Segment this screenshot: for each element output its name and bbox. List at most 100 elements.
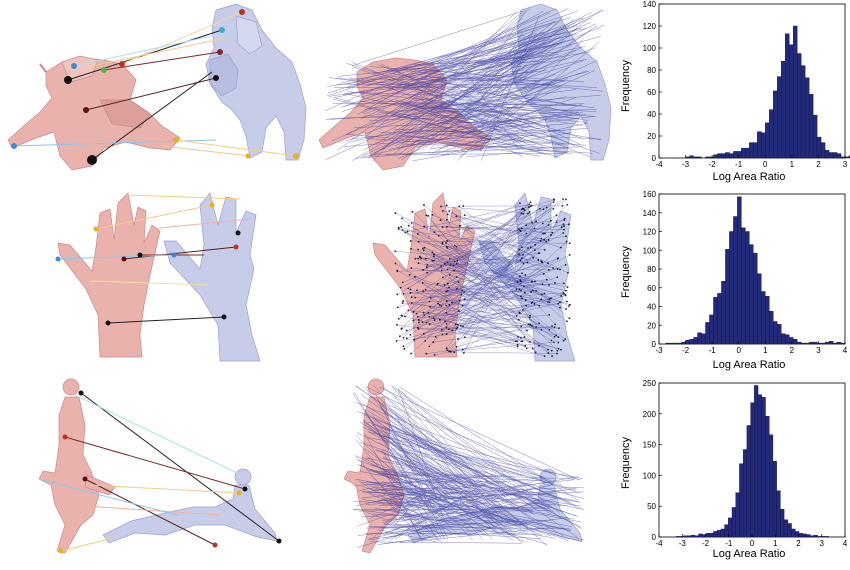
histogram-cat-bar [805,78,809,158]
hand-dense-point [395,263,397,265]
hand-dense-point [554,326,556,328]
histogram-cat-bar [729,154,733,158]
hand-dense-point [534,249,536,251]
hand-dense-point [399,335,401,337]
hand-dense-point [444,263,446,265]
hand-dense-point [410,289,412,291]
hand-dense-point [516,340,518,342]
hand-dense-point [546,207,548,209]
hand-dense-point [559,269,561,271]
hand-dense-point [427,312,429,314]
histogram-human-bar [777,491,781,537]
hand-dense-point [541,294,543,296]
hand-dense-point [441,305,443,307]
hand-dense-point [544,293,546,295]
histogram-cat-bar [821,143,825,158]
histogram-hand-bar [709,315,713,344]
hand-dense-point [407,288,409,290]
row-human-dense [330,375,615,560]
hand-dense-point [563,340,565,342]
hand-dense-point [424,340,426,342]
histogram-hand-bar [789,337,793,344]
hand-dense-point [396,340,398,342]
hand-dense-point [449,258,451,260]
hand-dense-point [433,255,435,257]
hand-dense-point [456,288,458,290]
hand-dense-point [422,248,424,250]
histogram-human-bar [762,397,766,537]
hand-dense-point [446,326,448,328]
hand-dense-point [522,213,524,215]
hand-dense-point [527,262,529,264]
hand-dense-point [446,219,448,221]
hand-dense-point [519,249,521,251]
hand-dense-point [447,283,449,285]
histogram-hand-xlabel: Log Area Ratio [713,359,786,371]
hand-dense-point [528,204,530,206]
histogram-hand-xtick-label: -2 [682,346,690,355]
hand-dense-point [535,326,537,328]
histogram-human-bar [765,416,769,537]
hand-dense-point [553,341,555,343]
histogram-cat-xtick-label: 2 [816,160,821,169]
histogram-cat-ytick-label: 80 [647,66,656,75]
hand-dense-point [445,242,447,244]
hand-dense-point [549,302,551,304]
hand-dense-point [427,215,429,217]
histogram-cat-bar [717,154,721,158]
histogram-human-bar [784,520,788,537]
hand-dense-point [457,324,459,326]
hand-dense-point [542,223,544,225]
hand-dense-point [566,301,568,303]
hand-dense-point [524,274,526,276]
hand-dense-point [406,337,408,339]
hand-dense-point [566,320,568,322]
hand-dense-point [444,284,446,286]
hand-dense-point [531,281,533,283]
histogram-hand-bar [678,343,682,344]
hand-dense-point [462,205,464,207]
hand-source-mesh [58,193,160,357]
histogram-hand-bar [721,281,725,344]
hand-dense-point [409,334,411,336]
histogram-hand-ytick-label: 100 [643,246,657,255]
hand-dense-point [517,344,519,346]
histogram-human-xtick-label: -1 [725,539,733,548]
hand-dense-point [560,295,562,297]
hand-dense-point [544,233,546,235]
histogram-hand-xtick-label: 4 [843,346,848,355]
hand-dense-point [446,246,448,248]
hand-dense-point [442,243,444,245]
hand-dense-point [540,298,542,300]
histogram-hand-bar [706,322,710,344]
hand-dense-point [543,239,545,241]
histogram-cat-ylabel: Frequency [620,60,632,112]
histogram-human-ytick-label: 0 [652,533,657,542]
histogram-hand-bar [741,228,745,344]
hand-dense-point [410,248,412,250]
hand-dense-point [461,290,463,292]
hand-dense-point [423,314,425,316]
hand-dense-point [413,339,415,341]
histogram-hand-bar [829,341,833,344]
histogram-hand-bar [725,249,729,344]
hand-dense-point [400,226,402,228]
hand-dense-point [462,305,464,307]
hand-dense-point [530,205,532,207]
histogram-hand-ytick-label: 0 [652,340,657,349]
hand-dense-point [538,345,540,347]
hand-dense-point [458,206,460,208]
hand-dense-point [525,305,527,307]
hand-dense-point [519,202,521,204]
histogram-cat-bar [841,157,845,158]
hand-dense-point [456,246,458,248]
hand-dense-point [423,333,425,335]
hand-dense-point [517,281,519,283]
hand-dense-point [563,225,565,227]
hand-dense-point [402,302,404,304]
hand-dense-point [453,351,455,353]
histogram-cat-ytick-label: 60 [647,88,656,97]
hand-dense-point [516,289,518,291]
histogram-hand-ytick-label: 120 [643,228,657,237]
hand-dense-point [534,228,536,230]
